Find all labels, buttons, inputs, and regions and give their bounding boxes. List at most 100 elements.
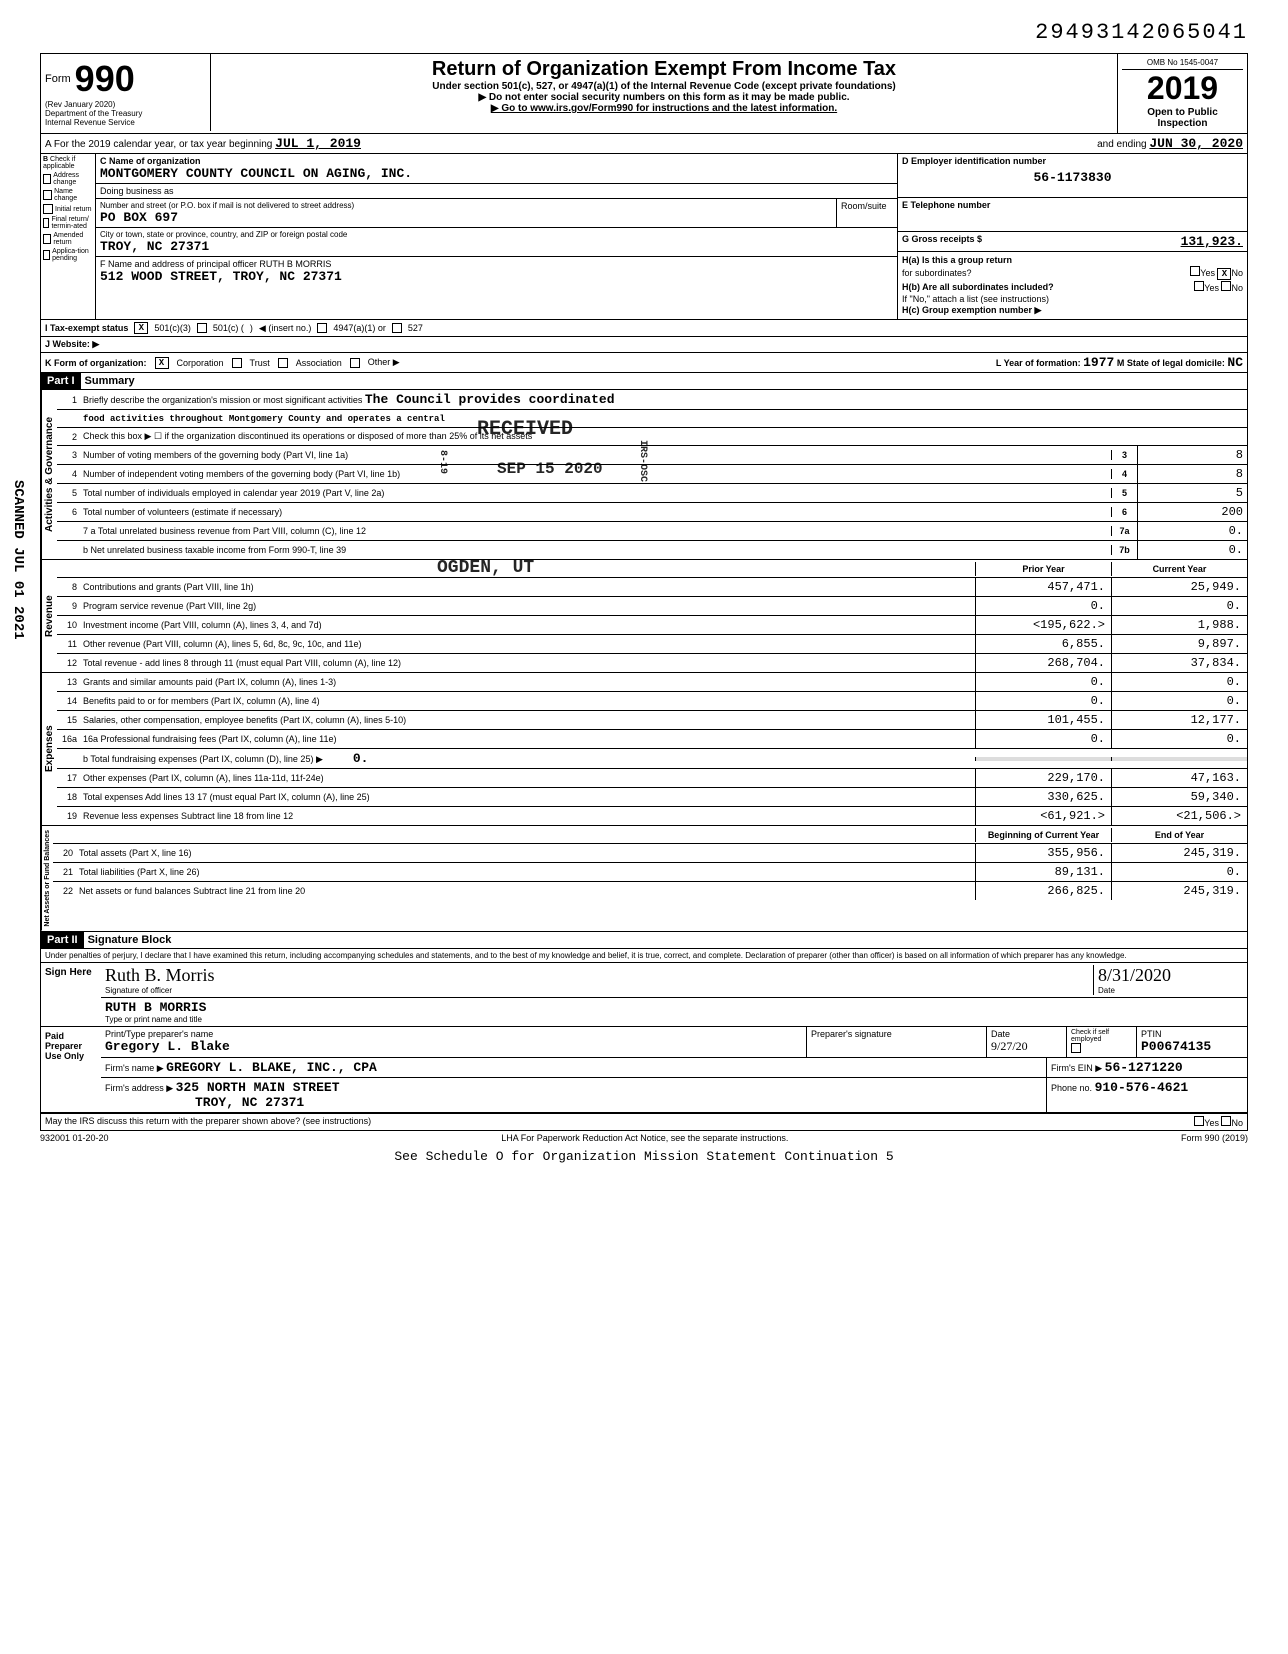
4947: 4947(a)(1) or bbox=[333, 323, 386, 333]
check-self-label: Check if self employed bbox=[1071, 1029, 1132, 1043]
table-row: 8Contributions and grants (Part VIII, li… bbox=[57, 578, 1247, 597]
hb-note: If "No," attach a list (see instructions… bbox=[902, 294, 1049, 304]
irs: Internal Revenue Service bbox=[45, 118, 206, 127]
part1-title: Summary bbox=[81, 373, 139, 389]
line-3-n: 3 bbox=[1111, 450, 1137, 460]
hb-no-box[interactable] bbox=[1221, 281, 1231, 291]
curr-val: 0. bbox=[1111, 692, 1247, 710]
prior-val: 229,170. bbox=[975, 769, 1111, 787]
line-5-v: 5 bbox=[1137, 484, 1247, 502]
line-7a-v: 0. bbox=[1137, 522, 1247, 540]
table-row: 16a16a Professional fundraising fees (Pa… bbox=[57, 730, 1247, 749]
trust-box[interactable] bbox=[232, 358, 242, 368]
continuation: See Schedule O for Organization Mission … bbox=[40, 1145, 1248, 1168]
line-7b-v: 0. bbox=[1137, 541, 1247, 559]
ssn-warning: ▶ Do not enter social security numbers o… bbox=[219, 92, 1109, 103]
line-4-text: Number of independent voting members of … bbox=[81, 467, 1111, 481]
checkbox-address[interactable] bbox=[43, 174, 51, 184]
part2-title: Signature Block bbox=[84, 932, 176, 948]
firm-name: GREGORY L. BLAKE, INC., CPA bbox=[166, 1060, 377, 1075]
prior-val: 101,455. bbox=[975, 711, 1111, 729]
discuss-no-box[interactable] bbox=[1221, 1116, 1231, 1126]
sign-here: Sign Here bbox=[41, 963, 101, 1026]
prior-val: 266,825. bbox=[975, 882, 1111, 900]
hb-yes-box[interactable] bbox=[1194, 281, 1204, 291]
form-number: 990 bbox=[75, 58, 135, 100]
ha-sub: for subordinates? bbox=[902, 268, 972, 278]
prior-val: 0. bbox=[975, 597, 1111, 615]
line-text: Total liabilities (Part X, line 26) bbox=[77, 865, 975, 879]
line-2-num: 2 bbox=[57, 432, 81, 442]
checkbox-name[interactable] bbox=[43, 190, 52, 200]
org-name: MONTGOMERY COUNTY COUNCIL ON AGING, INC. bbox=[100, 166, 893, 181]
501c-box[interactable] bbox=[197, 323, 207, 333]
ha-no-box[interactable]: X bbox=[1217, 268, 1231, 280]
checkbox-application[interactable] bbox=[43, 250, 50, 260]
assoc-box[interactable] bbox=[278, 358, 288, 368]
line-text: Contributions and grants (Part VIII, lin… bbox=[81, 580, 975, 594]
year-begin: JUL 1, 2019 bbox=[275, 136, 361, 151]
final-return: Final return/ termin-ated bbox=[51, 216, 93, 230]
firm-phone: 910-576-4621 bbox=[1095, 1080, 1189, 1095]
checkbox-final[interactable] bbox=[43, 218, 49, 228]
assoc: Association bbox=[296, 358, 342, 368]
prior-val: <61,921.> bbox=[975, 807, 1111, 825]
end-year-hdr: End of Year bbox=[1111, 828, 1247, 842]
line-num: 16a bbox=[57, 734, 81, 744]
calendar-year-row: A For the 2019 calendar year, or tax yea… bbox=[40, 134, 1248, 154]
curr-val: <21,506.> bbox=[1111, 807, 1247, 825]
governance-label: Activities & Governance bbox=[41, 390, 57, 559]
discuss-row: May the IRS discuss this return with the… bbox=[40, 1114, 1248, 1131]
table-row: 21Total liabilities (Part X, line 26)89,… bbox=[53, 863, 1247, 882]
501c3-box[interactable]: X bbox=[134, 322, 148, 334]
address-change: Address change bbox=[53, 172, 93, 186]
501c3: 501(c)(3) bbox=[154, 323, 191, 333]
other: Other ▶ bbox=[368, 357, 400, 368]
paid-preparer: Paid Preparer Use Only bbox=[41, 1027, 101, 1112]
prep-date-label: Date bbox=[991, 1029, 1062, 1039]
checkbox-amended[interactable] bbox=[43, 234, 51, 244]
ha-yes-box[interactable] bbox=[1190, 266, 1200, 276]
self-employed-box[interactable] bbox=[1071, 1043, 1081, 1053]
line-num: 17 bbox=[57, 773, 81, 783]
line-5-text: Total number of individuals employed in … bbox=[81, 486, 1111, 500]
line-text: Total assets (Part X, line 16) bbox=[77, 846, 975, 860]
curr-val: 47,163. bbox=[1111, 769, 1247, 787]
table-row: 14Benefits paid to or for members (Part … bbox=[57, 692, 1247, 711]
part2-row: Part II Signature Block bbox=[40, 932, 1248, 949]
inspection: Inspection bbox=[1122, 118, 1243, 129]
table-row: 18Total expenses Add lines 13 17 (must e… bbox=[57, 788, 1247, 807]
e-label: E Telephone number bbox=[902, 200, 1243, 210]
table-row: 11Other revenue (Part VIII, column (A), … bbox=[57, 635, 1247, 654]
initial-return: Initial return bbox=[55, 206, 92, 213]
perjury-text: Under penalties of perjury, I declare th… bbox=[41, 949, 1247, 963]
line-num: 21 bbox=[53, 867, 77, 877]
corp-box[interactable]: X bbox=[155, 357, 169, 369]
line-num: 10 bbox=[57, 620, 81, 630]
firm-addr1: 325 NORTH MAIN STREET bbox=[176, 1080, 340, 1095]
state-domicile: NC bbox=[1227, 355, 1243, 370]
line-5-n: 5 bbox=[1111, 488, 1137, 498]
cal-mid: and ending bbox=[1097, 139, 1147, 150]
application-pending: Applica-tion pending bbox=[52, 248, 93, 262]
section-b: B Check if applicable Address change Nam… bbox=[40, 154, 1248, 320]
printed-name: RUTH B MORRIS bbox=[105, 1000, 1243, 1015]
form-subtitle: Under section 501(c), 527, or 4947(a)(1)… bbox=[219, 81, 1109, 92]
discuss-yes-box[interactable] bbox=[1194, 1116, 1204, 1126]
form-rev: (Rev January 2020) bbox=[45, 100, 206, 109]
527-box[interactable] bbox=[392, 323, 402, 333]
ein: 56-1173830 bbox=[902, 166, 1243, 189]
line-4-n: 4 bbox=[1111, 469, 1137, 479]
trust: Trust bbox=[250, 358, 270, 368]
4947-box[interactable] bbox=[317, 323, 327, 333]
line-6-n: 6 bbox=[1111, 507, 1137, 517]
curr-val: 0. bbox=[1111, 730, 1247, 748]
form-header: Form 990 (Rev January 2020) Department o… bbox=[40, 53, 1248, 134]
prior-val: 457,471. bbox=[975, 578, 1111, 596]
checkbox-initial[interactable] bbox=[43, 204, 53, 214]
line-text: Salaries, other compensation, employee b… bbox=[81, 713, 975, 727]
curr-val: 37,834. bbox=[1111, 654, 1247, 672]
discuss-text: May the IRS discuss this return with the… bbox=[45, 1116, 371, 1128]
officer-signature: Ruth B. Morris bbox=[105, 965, 1093, 986]
other-box[interactable] bbox=[350, 358, 360, 368]
